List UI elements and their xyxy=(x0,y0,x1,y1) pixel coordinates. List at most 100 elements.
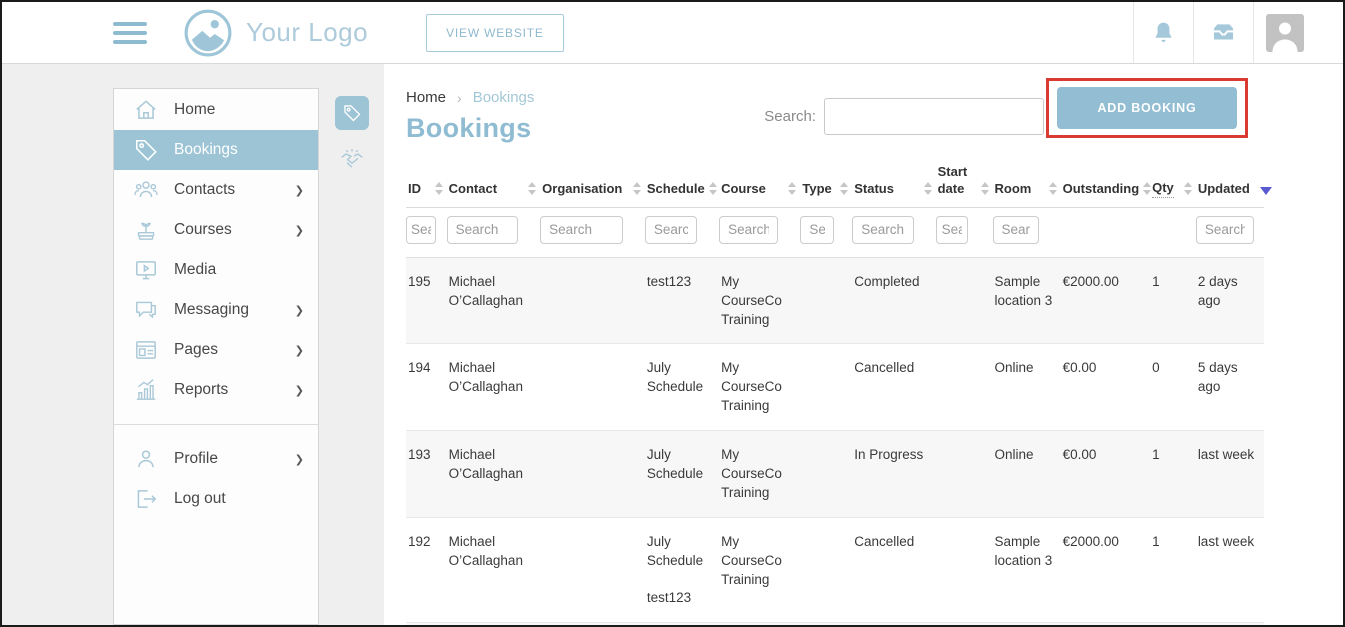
handshake-icon[interactable] xyxy=(339,147,365,173)
view-website-button[interactable]: VIEW WEBSITE xyxy=(426,13,564,52)
sidebar-item-home[interactable]: Home xyxy=(114,90,318,130)
table-row[interactable]: 194 Michael O’Callaghan July Schedule My Co… xyxy=(406,343,1264,432)
table-row[interactable]: 192 Michael O’Callaghan July Schedule test… xyxy=(406,517,1264,624)
col-header-room[interactable]: Room xyxy=(992,158,1061,208)
chevron-right-icon: ❯ xyxy=(294,224,304,237)
col-label: Schedule xyxy=(646,180,705,196)
cell-schedule: July Schedule xyxy=(644,430,720,518)
cell-schedule: July Schedule xyxy=(644,343,720,432)
cell-id: 191 xyxy=(406,622,447,625)
col-header-outstanding[interactable]: Outstanding xyxy=(1060,158,1152,208)
cell-updated: 5 days ago xyxy=(1195,343,1264,432)
tag-icon xyxy=(342,103,362,123)
profile-icon xyxy=(133,446,159,472)
add-booking-button[interactable]: ADD BOOKING xyxy=(1057,87,1237,129)
filter-input-status[interactable] xyxy=(852,215,914,244)
filter-input-type[interactable] xyxy=(800,215,835,244)
cell-organisation xyxy=(540,430,645,518)
page-body: Home Bookings Contacts ❯ Courses ❯ Media Messag… xyxy=(2,64,1343,625)
sidebar-item-log-out[interactable]: Log out xyxy=(114,479,318,519)
cell-room: Sample location 3 xyxy=(992,257,1061,345)
col-header-start_date[interactable]: Start date xyxy=(935,158,993,208)
sort-carets-icon xyxy=(840,181,849,195)
filter-input-room[interactable] xyxy=(992,215,1039,244)
cell-schedule: July Schedule test123 xyxy=(644,517,720,624)
sidebar-item-messaging[interactable]: Messaging ❯ xyxy=(114,290,318,330)
col-header-contact[interactable]: Contact xyxy=(446,158,541,208)
search-area: Search: xyxy=(764,98,1044,135)
sort-carets-icon xyxy=(632,181,641,195)
inbox-button[interactable] xyxy=(1193,2,1253,63)
cell-id: 193 xyxy=(406,430,447,518)
cell-room: Sample location 3 xyxy=(992,517,1061,624)
cell-id: 194 xyxy=(406,343,447,432)
search-input[interactable] xyxy=(824,98,1044,135)
filter-input-contact[interactable] xyxy=(446,215,519,244)
cell-contact: Michael O’Callaghan xyxy=(446,430,541,518)
filter-input-id[interactable] xyxy=(406,215,436,244)
sidebar-item-contacts[interactable]: Contacts ❯ xyxy=(114,170,318,210)
filter-input-updated[interactable] xyxy=(1195,215,1254,244)
filter-cell-id xyxy=(406,207,447,258)
table-row[interactable]: 195 Michael O’Callaghan test123 My CourseCo… xyxy=(406,257,1264,345)
col-header-organisation[interactable]: Organisation xyxy=(540,158,645,208)
filter-cell-updated xyxy=(1195,207,1264,258)
courses-icon xyxy=(133,217,159,243)
logo[interactable]: Your Logo xyxy=(183,8,368,58)
quickbar-bookings-button[interactable] xyxy=(334,96,369,130)
cell-course: My CourseCo Training xyxy=(719,622,801,625)
col-header-updated[interactable]: Updated xyxy=(1195,158,1272,208)
sidebar-item-pages[interactable]: Pages ❯ xyxy=(114,330,318,370)
filter-input-schedule[interactable] xyxy=(644,215,698,244)
chevron-right-icon: ❯ xyxy=(294,453,304,466)
breadcrumb-separator-icon: › xyxy=(457,89,462,106)
col-header-qty[interactable]: Qty xyxy=(1150,158,1196,208)
col-header-course[interactable]: Course xyxy=(719,158,801,208)
cell-type xyxy=(800,430,853,518)
filter-cell-type xyxy=(800,207,853,258)
sidebar-item-reports[interactable]: Reports ❯ xyxy=(114,370,318,410)
sidebar-item-bookings[interactable]: Bookings xyxy=(114,130,318,170)
sidebar-item-courses[interactable]: Courses ❯ xyxy=(114,210,318,250)
col-header-status[interactable]: Status xyxy=(852,158,936,208)
header-actions xyxy=(1133,2,1343,63)
col-header-type[interactable]: Type xyxy=(800,158,853,208)
user-menu[interactable] xyxy=(1253,2,1343,63)
sidebar-item-media[interactable]: Media xyxy=(114,250,318,290)
notifications-button[interactable] xyxy=(1133,2,1193,63)
col-header-schedule[interactable]: Schedule xyxy=(644,158,720,208)
breadcrumb-home[interactable]: Home xyxy=(406,89,447,106)
logo-image-icon xyxy=(183,8,233,58)
chevron-right-icon: ❯ xyxy=(294,304,304,317)
sort-carets-icon xyxy=(528,181,537,195)
cell-start_date xyxy=(935,430,993,518)
filter-input-start_date[interactable] xyxy=(935,215,968,244)
sort-carets-icon xyxy=(1143,181,1152,195)
filter-input-organisation[interactable] xyxy=(540,215,623,244)
filter-input-course[interactable] xyxy=(719,215,779,244)
cell-organisation xyxy=(540,622,645,625)
page-title: Bookings xyxy=(406,113,532,143)
cell-outstanding: €2000.00 xyxy=(1060,257,1151,345)
sidebar-item-label: Media xyxy=(174,261,217,278)
table-body: 195 Michael O’Callaghan test123 My CourseCo… xyxy=(406,257,1264,625)
menu-icon[interactable] xyxy=(113,17,147,49)
table-row[interactable]: 193 Michael O’Callaghan July Schedule My Co… xyxy=(406,430,1264,518)
search-label: Search: xyxy=(764,108,816,125)
inbox-icon xyxy=(1210,19,1237,46)
tag-icon xyxy=(133,137,159,163)
cell-contact: Michael O’Callaghan xyxy=(446,622,541,625)
cell-room: Online xyxy=(992,343,1061,432)
col-header-id[interactable]: ID xyxy=(406,158,447,208)
filter-cell-start_date xyxy=(935,207,993,258)
cell-contact: Michael O’Callaghan xyxy=(446,257,541,345)
table-filter-row xyxy=(406,207,1264,258)
col-label: Type xyxy=(802,180,832,196)
bookings-table: ID Contact Organisation Schedule Course Type S… xyxy=(406,158,1272,625)
col-label: Room xyxy=(994,180,1032,196)
col-label: Status xyxy=(854,180,894,196)
sidebar-item-profile[interactable]: Profile ❯ xyxy=(114,439,318,479)
cell-qty: 1 xyxy=(1150,622,1196,625)
cell-status: Cancelled xyxy=(852,517,936,624)
